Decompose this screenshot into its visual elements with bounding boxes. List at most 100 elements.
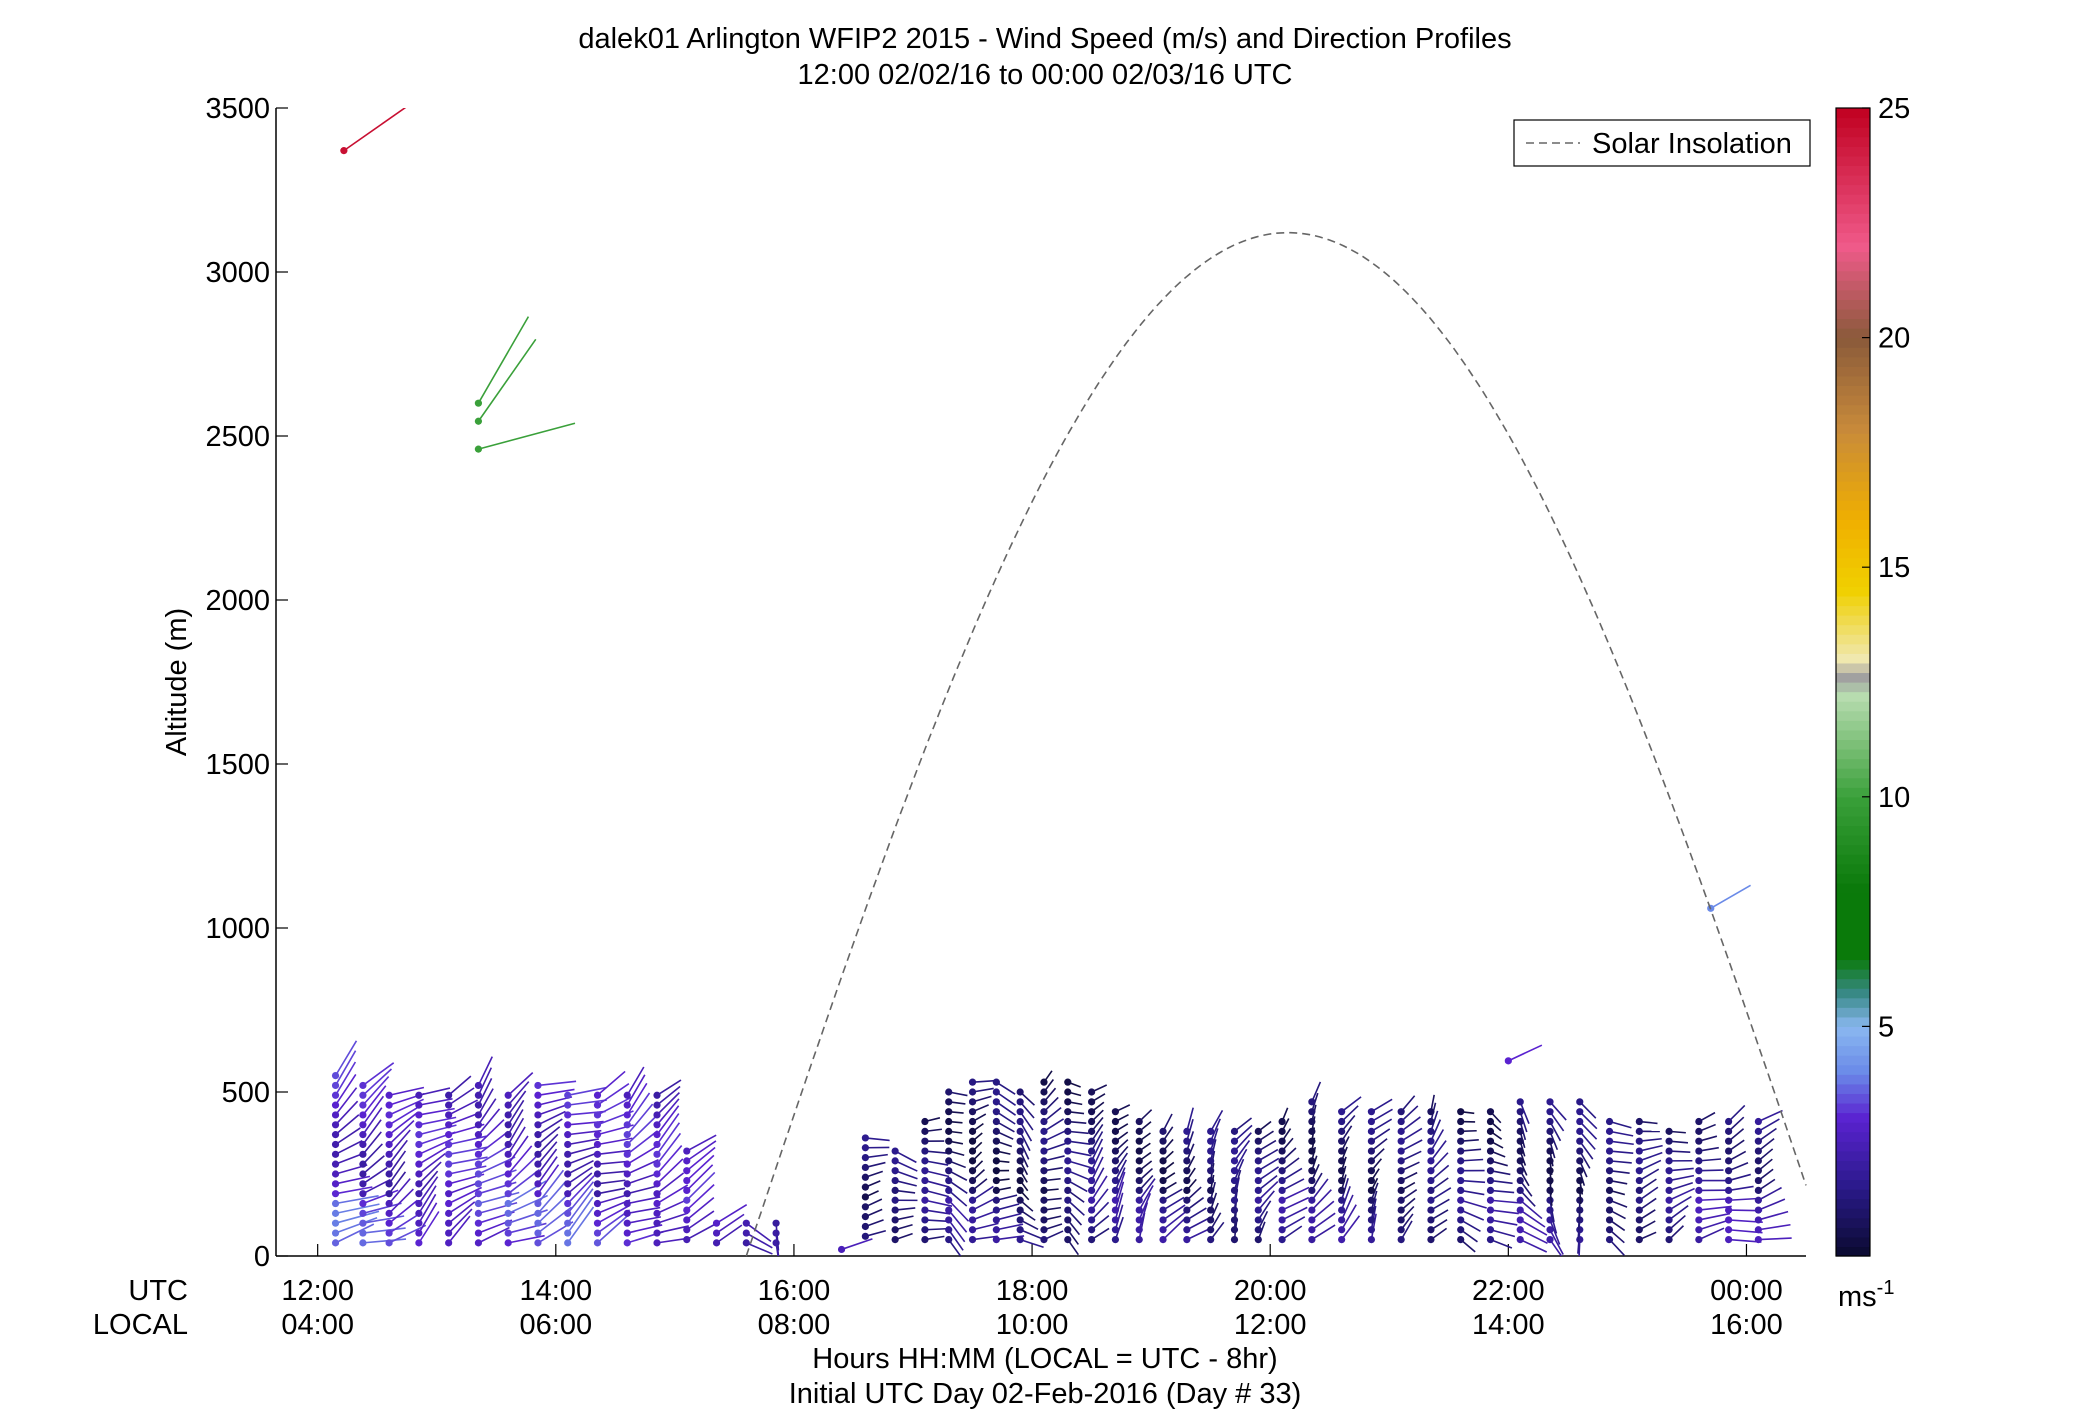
wind-barb <box>656 1079 682 1096</box>
wind-barb <box>1257 1200 1272 1221</box>
wind-barb <box>686 1210 715 1231</box>
wind-barb <box>1162 1211 1186 1231</box>
wind-barb <box>1490 1199 1520 1204</box>
wind-point <box>742 1239 750 1247</box>
wind-point <box>1207 1147 1215 1155</box>
wind-barb <box>448 1193 479 1215</box>
wind-point <box>593 1209 602 1217</box>
wind-point <box>1427 1216 1435 1224</box>
colorbar-segment <box>1836 1227 1870 1238</box>
wind-barb <box>362 1119 382 1145</box>
wind-point <box>1397 1147 1405 1155</box>
wind-point <box>1397 1157 1405 1165</box>
wind-point <box>359 1131 367 1139</box>
wind-barb <box>1311 1212 1336 1231</box>
wind-barb <box>1162 1204 1186 1221</box>
wind-barb <box>537 1126 561 1146</box>
wind-point <box>564 1111 572 1119</box>
wind-point <box>1230 1226 1239 1234</box>
wind-barb <box>478 1226 510 1244</box>
wind-point <box>968 1108 977 1116</box>
wind-barb <box>1698 1158 1722 1162</box>
y-axis-label: Altitude (m) <box>161 608 193 756</box>
wind-point <box>1064 1117 1072 1126</box>
wind-point <box>1427 1236 1435 1244</box>
wind-point <box>1605 1196 1614 1204</box>
wind-barb <box>537 1156 558 1185</box>
wind-point <box>861 1154 869 1162</box>
wind-barb <box>1490 1179 1513 1185</box>
wind-point <box>1308 1108 1316 1116</box>
wind-point <box>1576 1147 1584 1155</box>
wind-barb <box>1549 1101 1567 1121</box>
wind-point <box>1457 1236 1465 1244</box>
wind-point <box>1135 1206 1143 1214</box>
wind-point <box>968 1216 977 1224</box>
wind-point <box>1040 1078 1048 1086</box>
wind-point <box>1754 1147 1762 1155</box>
wind-barb <box>1019 1131 1031 1152</box>
wind-point <box>385 1219 393 1227</box>
wind-barb <box>1668 1187 1695 1201</box>
wind-barb <box>388 1086 425 1097</box>
wind-barb <box>686 1154 715 1182</box>
wind-point <box>968 1147 977 1155</box>
wind-barb <box>567 1172 593 1195</box>
colorbar-segment <box>1836 748 1870 760</box>
wind-point <box>1338 1137 1346 1145</box>
wind-point <box>359 1219 367 1227</box>
colorbar-segment <box>1836 844 1870 855</box>
wind-point <box>1088 1157 1096 1165</box>
wind-point <box>1159 1186 1167 1194</box>
wind-point <box>359 1121 367 1129</box>
wind-point <box>968 1236 977 1244</box>
wind-barb <box>388 1104 422 1126</box>
wind-point <box>683 1167 691 1175</box>
wind-barb <box>335 1195 379 1205</box>
wind-point <box>1457 1137 1465 1145</box>
wind-point <box>837 1245 846 1254</box>
wind-point <box>1725 1176 1733 1185</box>
wind-point <box>504 1150 512 1158</box>
colorbar-segment <box>1836 270 1870 281</box>
wind-barb <box>948 1199 970 1222</box>
wind-barb <box>626 1066 645 1096</box>
wind-point <box>534 1091 542 1099</box>
colorbar-segment <box>1836 911 1870 922</box>
wind-point <box>1207 1216 1215 1224</box>
wind-barb <box>567 1196 594 1234</box>
wind-point <box>1016 1176 1024 1185</box>
wind-point <box>1016 1088 1024 1096</box>
colorbar-segment <box>1836 1035 1870 1047</box>
wind-point <box>385 1229 393 1237</box>
wind-barb <box>1090 1188 1109 1211</box>
wind-barb <box>1639 1151 1663 1162</box>
wind-barb <box>626 1082 648 1116</box>
wind-point <box>1427 1108 1435 1116</box>
wind-barb <box>656 1198 689 1215</box>
wind-barb <box>1067 1199 1085 1216</box>
legend-box <box>1513 119 1811 167</box>
wind-barb <box>597 1179 626 1185</box>
wind-point <box>992 1167 1000 1175</box>
wind-point <box>1308 1226 1316 1234</box>
wind-point <box>1427 1117 1435 1126</box>
colorbar-segment <box>1836 615 1870 626</box>
wind-point <box>385 1140 393 1149</box>
wind-barb <box>1710 884 1751 910</box>
wind-point <box>1367 1167 1376 1175</box>
wind-point <box>1605 1117 1614 1126</box>
wind-point <box>992 1098 1000 1106</box>
wind-barb <box>507 1072 534 1096</box>
colorbar-segment <box>1836 1179 1870 1190</box>
wind-barb <box>335 1114 360 1136</box>
wind-barb <box>362 1227 406 1234</box>
wind-barb <box>1340 1204 1357 1231</box>
wind-point <box>1230 1176 1239 1185</box>
wind-point <box>1040 1088 1048 1096</box>
wind-point <box>992 1088 1000 1096</box>
wind-point <box>1367 1236 1376 1244</box>
x-tick-label-utc: 16:00 <box>758 1275 831 1307</box>
wind-barb <box>388 1150 407 1175</box>
wind-point <box>683 1176 691 1185</box>
